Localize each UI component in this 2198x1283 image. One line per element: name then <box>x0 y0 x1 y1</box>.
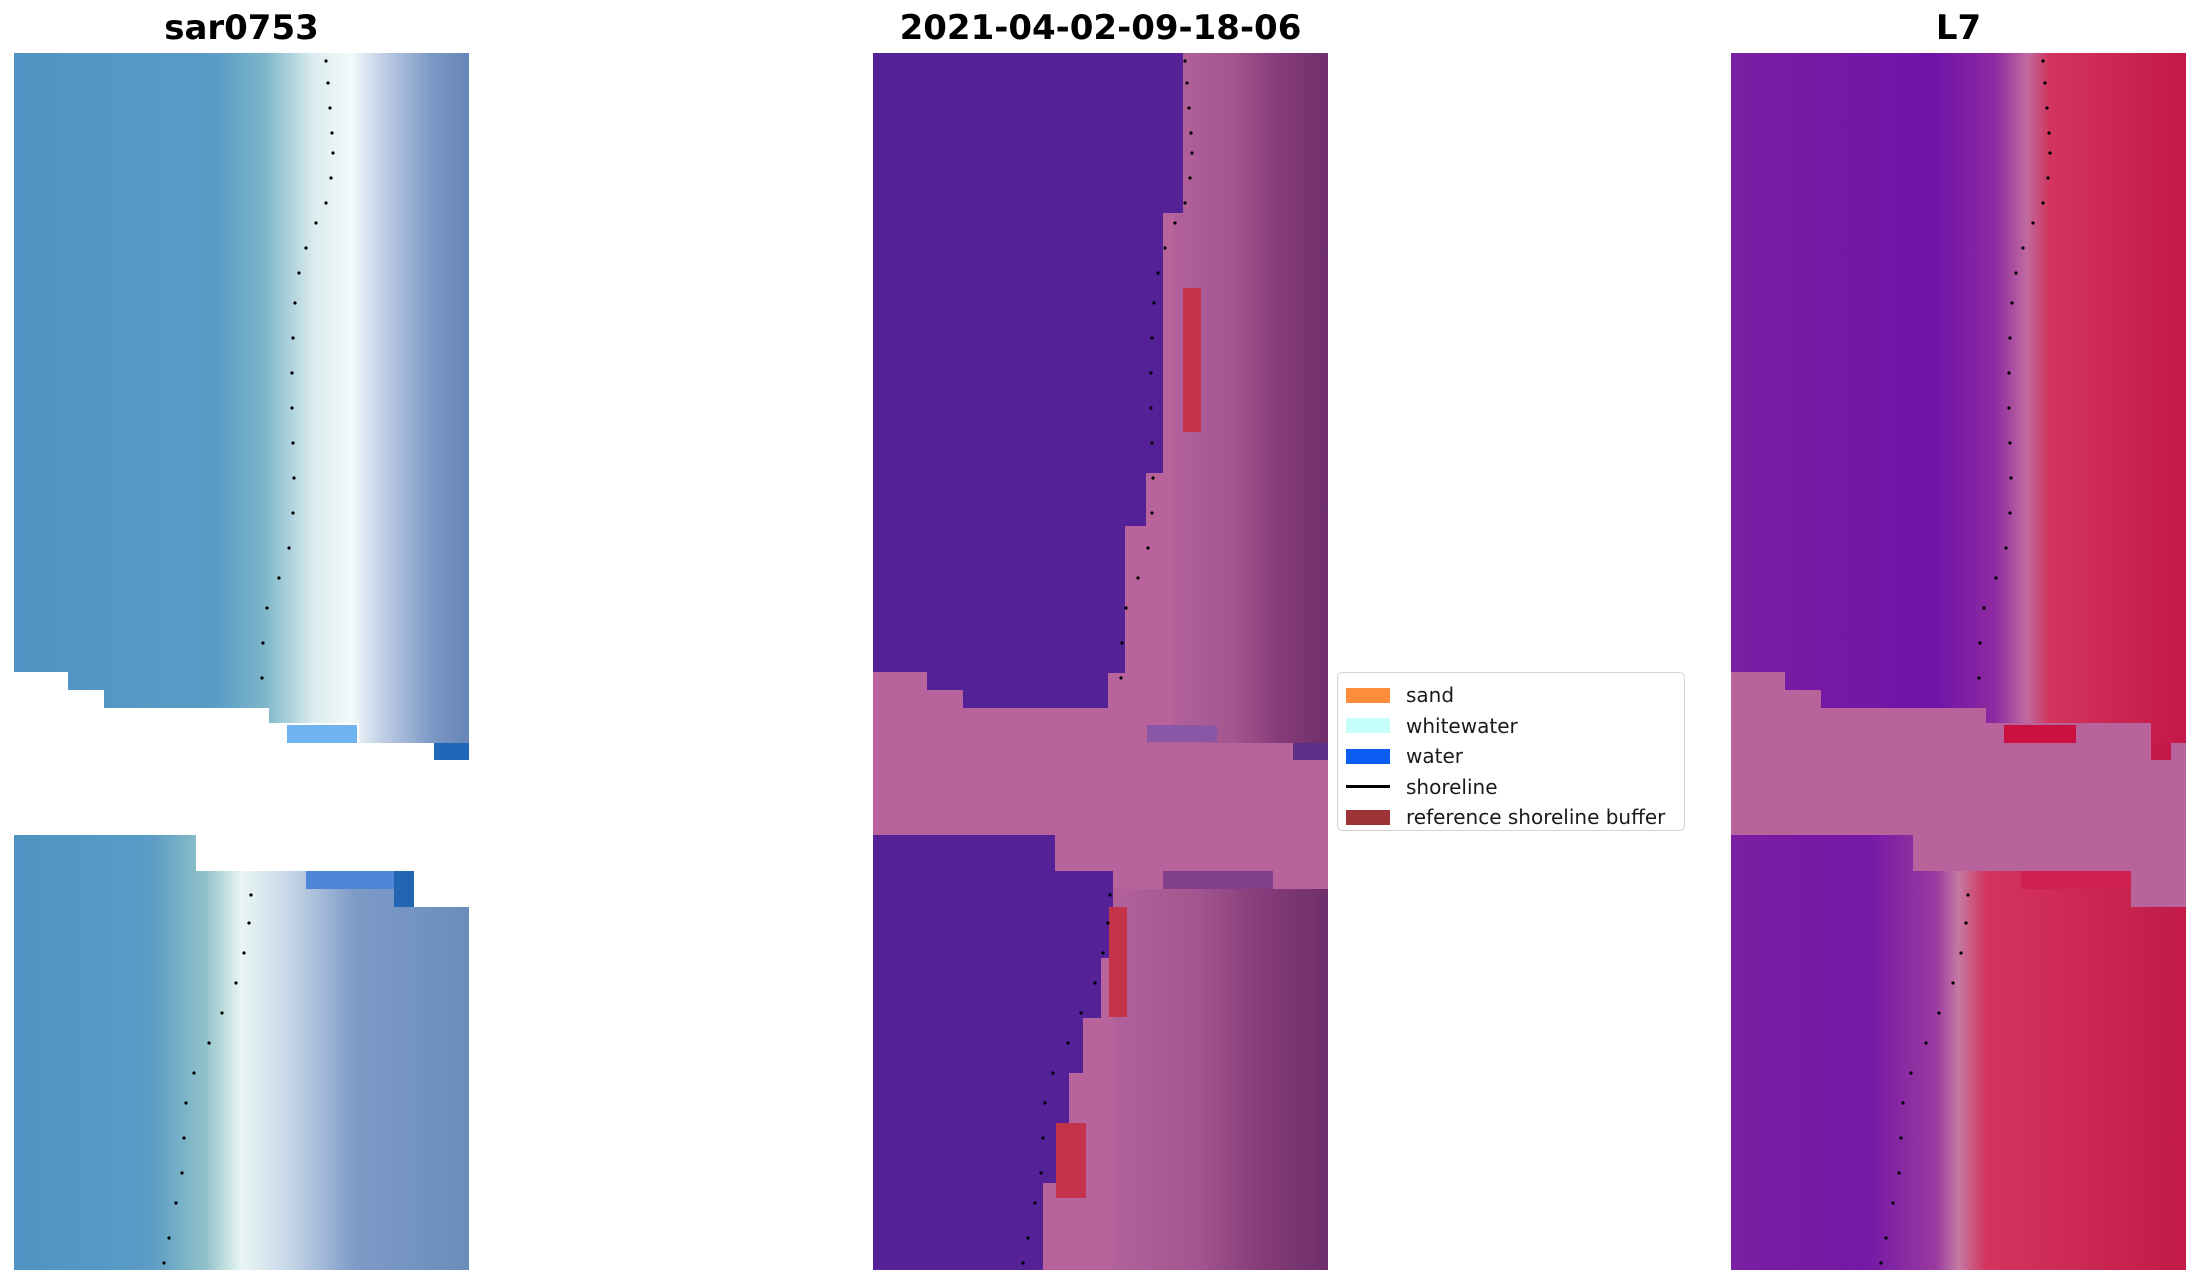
reference-buffer-swatch <box>1346 809 1390 825</box>
panel-title-classification: 2021-04-02-09-18-06 <box>899 8 1302 48</box>
classification-panel <box>873 53 1328 1270</box>
panel-title-mndwi: L7 <box>1935 8 1982 48</box>
legend-label-reference-buffer: reference shoreline buffer <box>1406 805 1666 830</box>
legend: sand whitewater water shoreline referenc… <box>1337 672 1685 831</box>
shoreline-dots-l7 <box>1879 59 2052 1265</box>
shoreline-dots-rgb <box>162 59 335 1265</box>
l7-image <box>1731 53 2186 1270</box>
rgb-image <box>14 53 469 1270</box>
whitewater-swatch <box>1346 718 1390 734</box>
water-swatch <box>1346 748 1390 764</box>
legend-label-whitewater: whitewater <box>1406 713 1518 738</box>
sand-swatch <box>1346 687 1390 703</box>
panel-title-rgb: sar0753 <box>164 8 319 48</box>
legend-item-water: water <box>1346 741 1676 772</box>
legend-label-sand: sand <box>1406 683 1455 708</box>
classification-image <box>873 53 1328 1270</box>
rgb-image-panel <box>14 53 469 1270</box>
legend-item-shoreline: shoreline <box>1346 772 1676 803</box>
shoreline-line-swatch <box>1346 785 1390 789</box>
legend-item-whitewater: whitewater <box>1346 711 1676 742</box>
shoreline-dots-classification <box>1021 59 1194 1265</box>
legend-item-reference-buffer: reference shoreline buffer <box>1346 802 1676 833</box>
legend-label-water: water <box>1406 744 1463 769</box>
l7-image-panel <box>1731 53 2186 1270</box>
legend-item-sand: sand <box>1346 680 1676 711</box>
legend-label-shoreline: shoreline <box>1406 774 1498 799</box>
